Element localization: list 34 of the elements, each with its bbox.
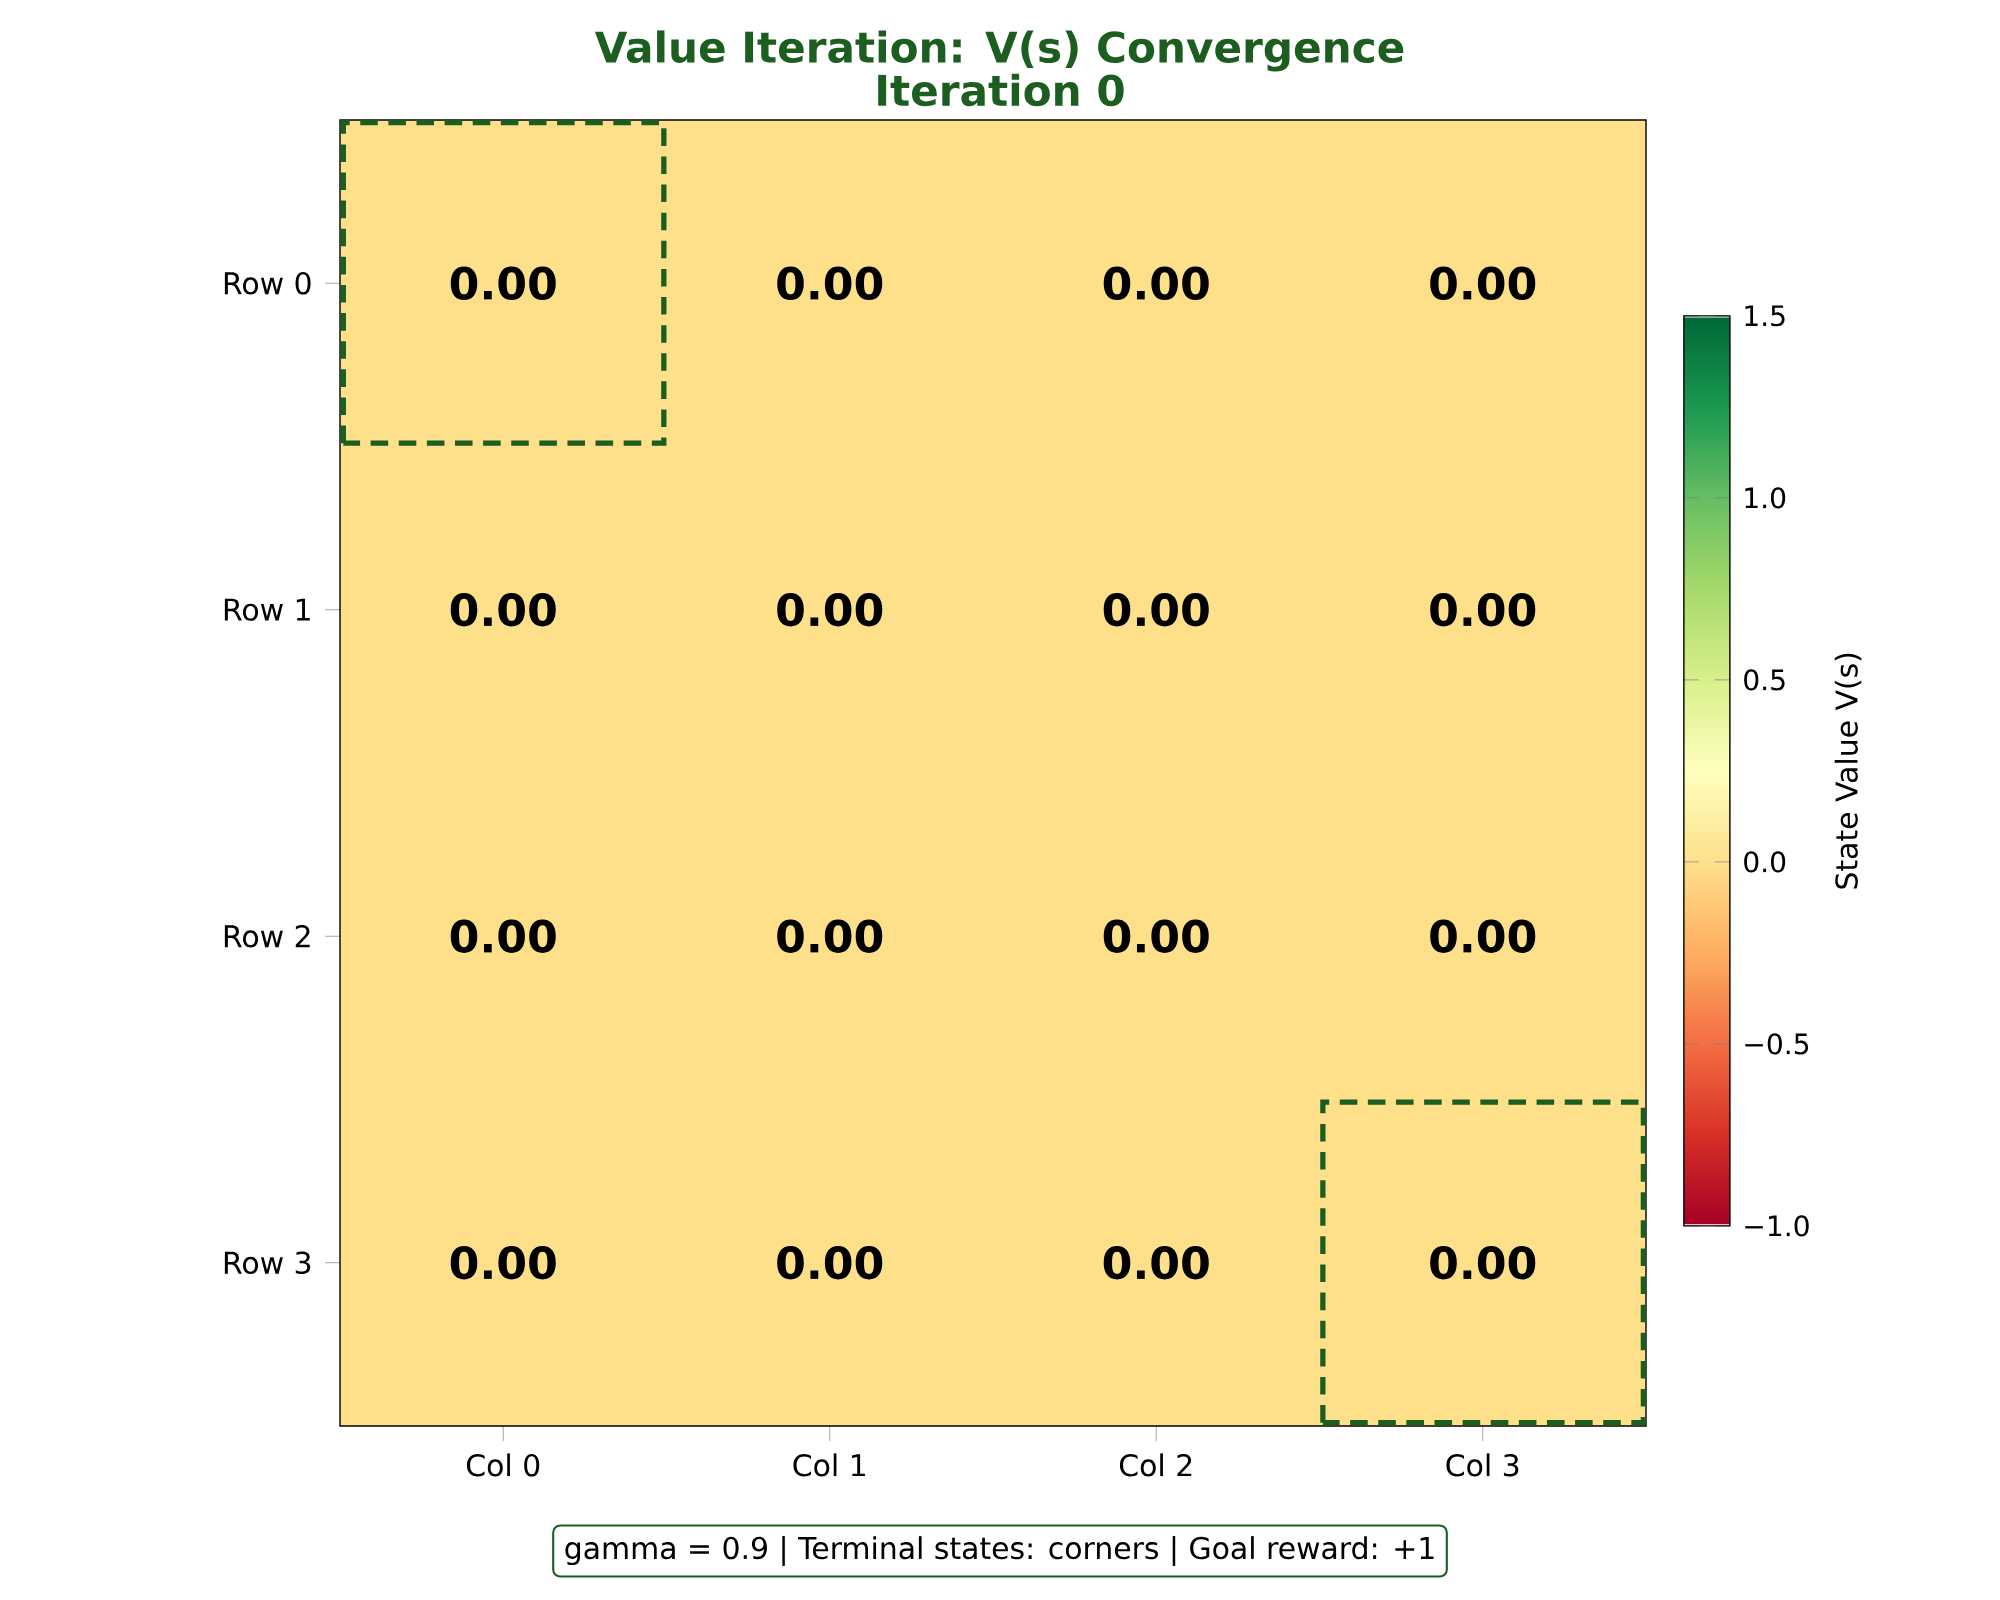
x-tick-label: Col 0 xyxy=(466,1453,540,1477)
color-bar-label: −0.5 xyxy=(1745,1033,1809,1055)
color-bar-label: 1.5 xyxy=(1745,305,1785,327)
data-label: 0.00 xyxy=(777,593,883,627)
data-label: 0.00 xyxy=(1103,1246,1209,1280)
y-tick-label: Row 0 xyxy=(224,271,311,295)
x-tick-label: Col 3 xyxy=(1446,1453,1519,1477)
data-label: 0.00 xyxy=(1103,919,1209,953)
chart-subtitle: Iteration 0 xyxy=(878,73,1124,107)
data-label: 0.00 xyxy=(1103,593,1209,627)
data-label: 0.00 xyxy=(450,593,556,627)
data-label: 0.00 xyxy=(777,1246,883,1280)
chart-title: Value Iteration: V(s) Convergence xyxy=(594,30,1404,72)
data-label: 0.00 xyxy=(1430,266,1536,300)
data-label: 0.00 xyxy=(777,919,883,953)
data-label: 0.00 xyxy=(450,919,556,953)
data-label: 0.00 xyxy=(777,266,883,300)
data-label: 0.00 xyxy=(1430,593,1536,627)
x-tick-label: Col 1 xyxy=(793,1453,865,1477)
color-bar-title: State Value V(s) xyxy=(1834,653,1862,889)
color-bar-label: −1.0 xyxy=(1745,1215,1809,1237)
y-tick-label: Row 3 xyxy=(224,1251,311,1275)
y-tick-label: Row 2 xyxy=(224,924,310,948)
data-label: 0.00 xyxy=(1103,266,1209,300)
color-bar-label: 1.0 xyxy=(1745,487,1786,509)
data-label: 0.00 xyxy=(1430,1246,1536,1280)
data-label: 0.00 xyxy=(1430,919,1536,953)
y-tick-label: Row 1 xyxy=(224,598,310,621)
x-tick-label: Col 2 xyxy=(1119,1453,1192,1477)
data-label: 0.00 xyxy=(450,266,556,300)
text: gamma = 0.9 | Terminal states: corners | Goal reward: +1 xyxy=(565,1536,1434,1566)
data-label: 0.00 xyxy=(450,1246,556,1280)
color-bar-label: 0.5 xyxy=(1744,669,1785,691)
color-bar-label: 0.0 xyxy=(1744,851,1786,873)
